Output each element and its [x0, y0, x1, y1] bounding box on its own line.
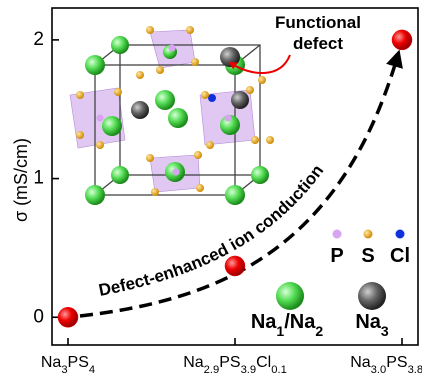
legend-label: Cl — [390, 245, 410, 267]
x-tick-label: Na3.0PS3.8Cl0.2 — [350, 354, 422, 376]
legend-label: P — [330, 245, 343, 267]
y-tick-label: 2 — [33, 29, 44, 50]
crystal-structure — [70, 26, 274, 205]
y-tick-label: 0 — [33, 306, 44, 327]
legend-label: Na3 — [355, 311, 389, 339]
trend-label: Defect-enhanced ion conduction — [97, 161, 327, 300]
annotation: defect — [293, 34, 343, 53]
legend-marker — [276, 282, 304, 310]
legend-marker — [358, 282, 386, 310]
legend-label: S — [361, 245, 374, 267]
chart: Defect-enhanced ion conduction Functiona… — [0, 0, 422, 378]
annotation: Defect-enhanced ion conduction — [97, 161, 327, 300]
legend-label: Na1/Na2 — [251, 311, 324, 339]
legend-marker — [333, 230, 342, 239]
x-tick-label: Na3PS4 — [41, 354, 95, 376]
legend-marker — [364, 230, 373, 239]
y-axis-label: σ (mS/cm) — [11, 138, 31, 222]
legend-marker — [396, 230, 405, 239]
annotation: Functional — [275, 13, 361, 32]
data-point — [392, 30, 412, 50]
y-tick-label: 1 — [33, 168, 44, 189]
x-tick-label: Na2.9PS3.9Cl0.1 — [183, 354, 287, 376]
data-point — [225, 256, 245, 276]
data-point — [58, 307, 78, 327]
